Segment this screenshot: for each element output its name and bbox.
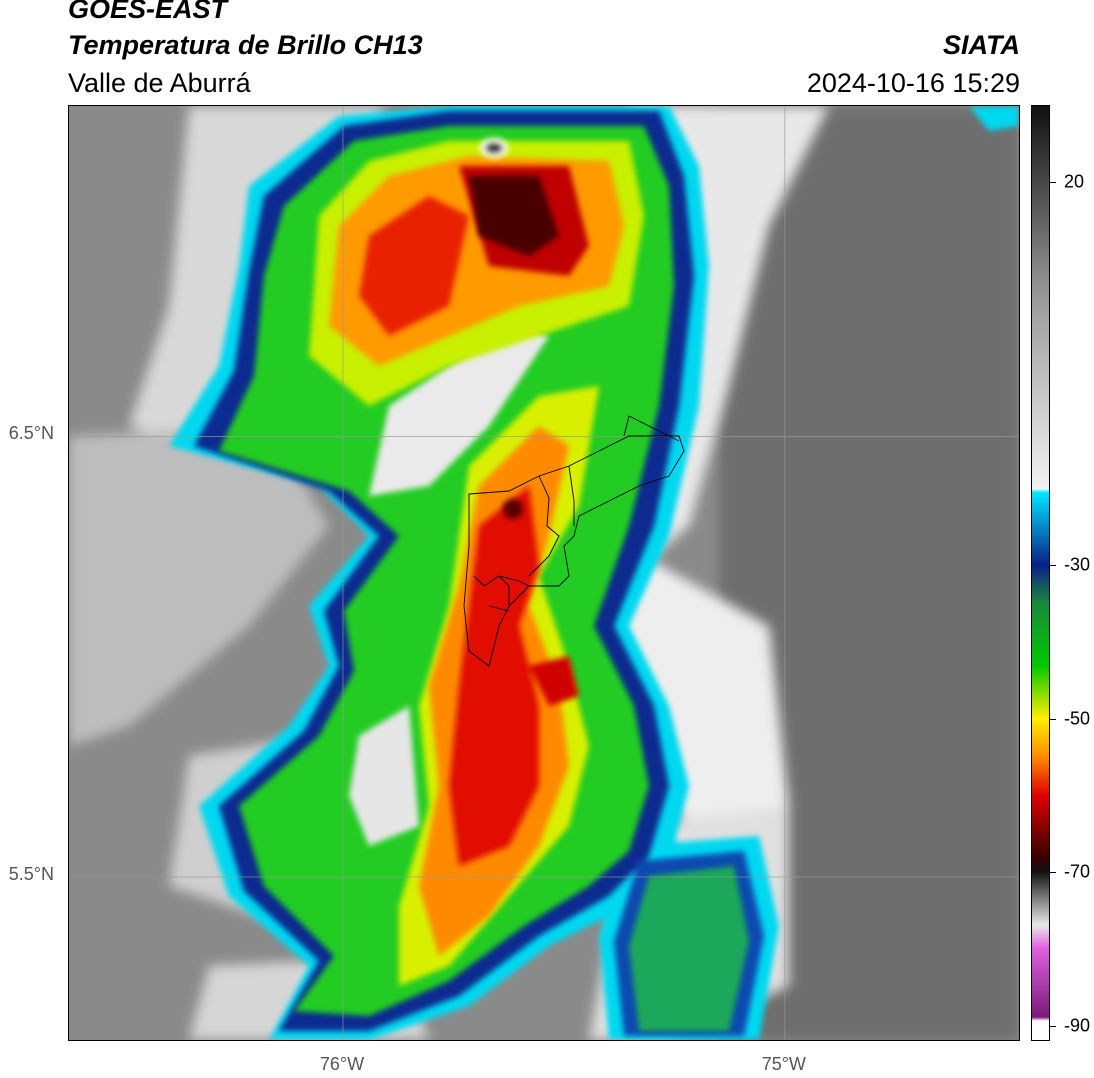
region-title: Valle de Aburrá (68, 68, 251, 98)
municipal-boundaries (463, 415, 685, 667)
colorbar-tick-label: -50 (1064, 708, 1091, 729)
organization-label: SIATA (943, 30, 1020, 60)
product-title: Temperatura de Brillo CH13 (68, 30, 423, 60)
lon-tick-label: 75°W (761, 1054, 806, 1074)
satellite-map (68, 105, 1020, 1041)
colorbar-tick-mark (1050, 872, 1056, 874)
map-canvas (69, 106, 1019, 1040)
colorbar-tick-label: -30 (1064, 554, 1091, 575)
colorbar-tick-mark (1050, 718, 1056, 720)
satellite-title: GOES-EAST (68, 0, 228, 24)
coldest-cloud-top (469, 138, 559, 519)
colorbar-tick-label: 20 (1064, 171, 1085, 192)
timestamp-label: 2024-10-16 15:29 (806, 68, 1020, 98)
lat-tick-label: 5.5°N (8, 863, 54, 884)
clear-gap-north (369, 326, 549, 496)
colorbar-tick-mark (1050, 181, 1056, 183)
colorbar-tick-label: -90 (1064, 1015, 1091, 1036)
temperature-colorbar (1031, 105, 1050, 1041)
lat-tick-label: 6.5°N (8, 423, 54, 444)
colorbar-tick-label: -70 (1064, 861, 1091, 882)
clear-gap-south (349, 706, 419, 846)
lon-tick-label: 76°W (319, 1054, 365, 1074)
colorbar-tick-mark (1050, 1025, 1056, 1027)
graticule (69, 106, 1019, 1040)
colorbar-tick-mark (1050, 565, 1056, 567)
